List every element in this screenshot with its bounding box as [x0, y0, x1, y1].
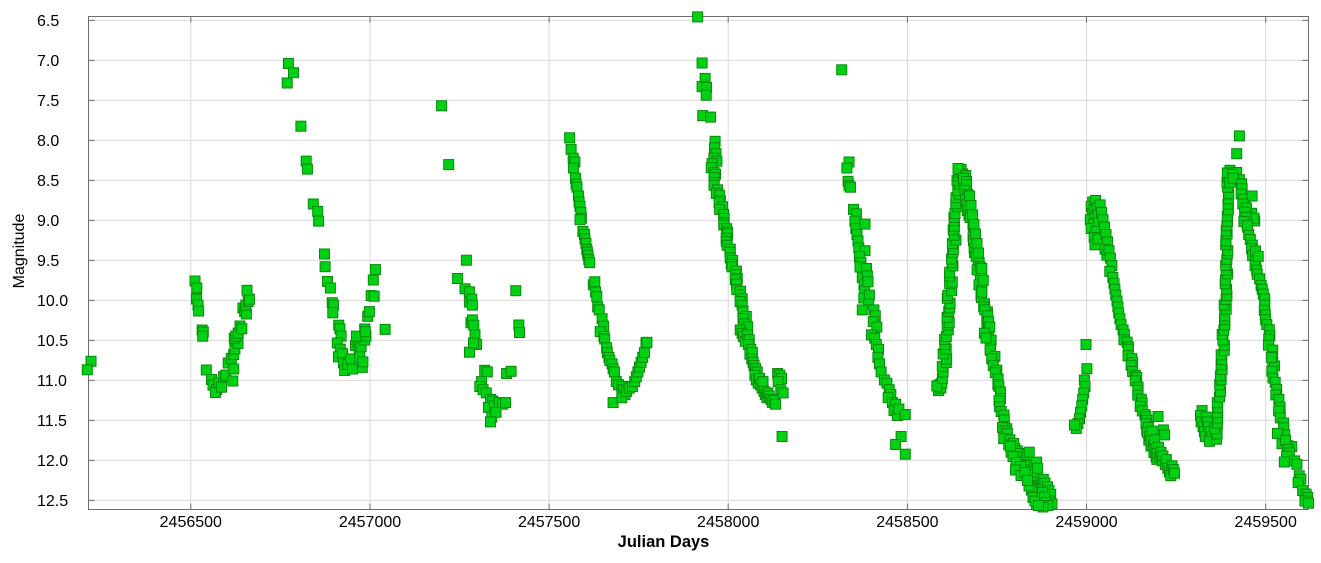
svg-text:Julian Days: Julian Days — [618, 533, 710, 551]
svg-text:7.5: 7.5 — [37, 93, 59, 110]
svg-text:7.0: 7.0 — [37, 53, 59, 70]
svg-text:Magnitude: Magnitude — [11, 214, 28, 289]
svg-text:12.5: 12.5 — [37, 493, 68, 510]
svg-text:9.5: 9.5 — [37, 253, 59, 270]
svg-text:2456500: 2456500 — [160, 514, 222, 531]
svg-text:2459000: 2459000 — [1055, 514, 1117, 531]
svg-text:10.5: 10.5 — [37, 333, 68, 350]
svg-text:9.0: 9.0 — [37, 213, 59, 230]
svg-text:10.0: 10.0 — [37, 293, 68, 310]
svg-text:2459500: 2459500 — [1235, 514, 1297, 531]
svg-text:8.0: 8.0 — [37, 133, 59, 150]
svg-text:6.5: 6.5 — [37, 13, 59, 30]
svg-text:2458000: 2458000 — [697, 514, 759, 531]
svg-text:12.0: 12.0 — [37, 453, 68, 470]
svg-text:2457000: 2457000 — [339, 514, 401, 531]
svg-text:2458500: 2458500 — [876, 514, 938, 531]
svg-text:2457500: 2457500 — [518, 514, 580, 531]
svg-text:11.0: 11.0 — [37, 373, 67, 390]
svg-text:8.5: 8.5 — [37, 173, 59, 190]
svg-text:11.5: 11.5 — [37, 413, 67, 430]
